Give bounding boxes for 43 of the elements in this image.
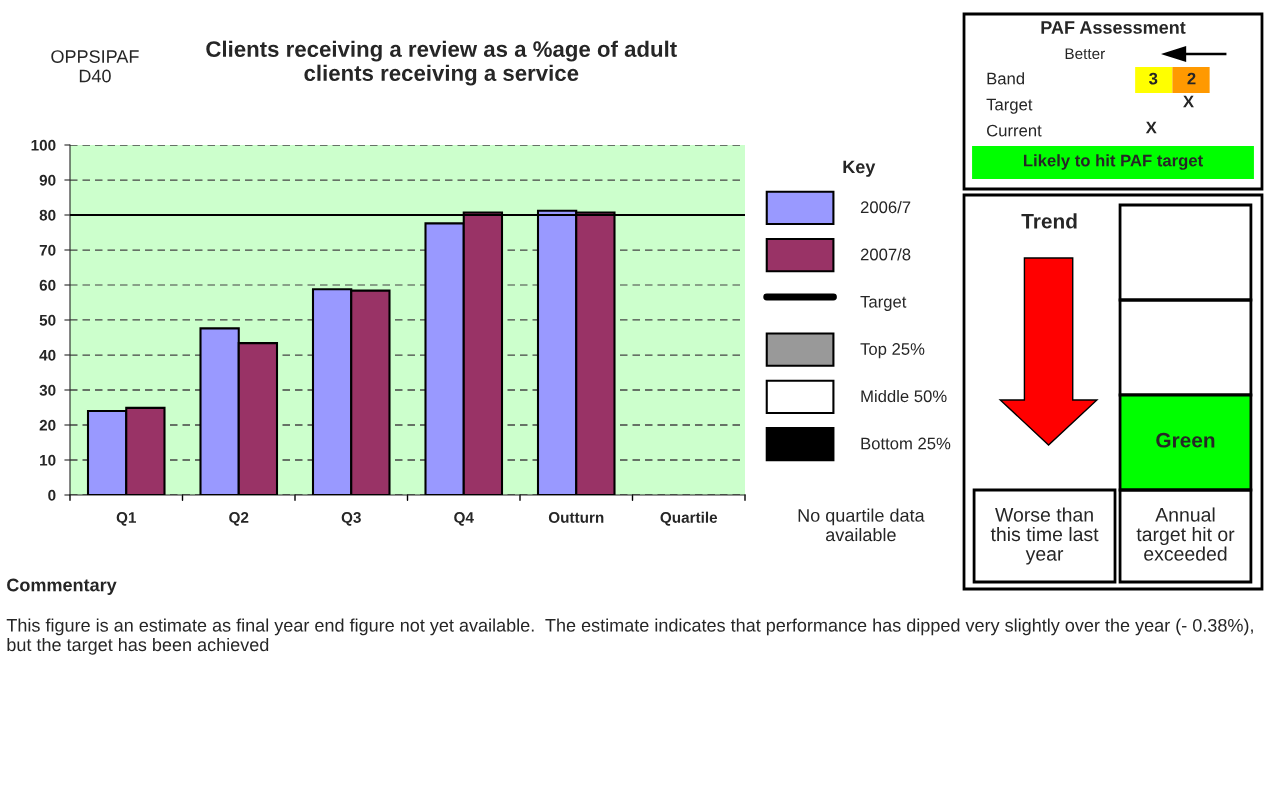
x-tick-label: Q4 <box>454 512 474 526</box>
y-tick-label: 20 <box>39 419 56 431</box>
legend-label: 2006/7 <box>860 200 911 214</box>
x-tick-label: Quartile <box>660 511 718 526</box>
y-tick-label: 90 <box>39 174 56 186</box>
text: Green <box>1156 432 1215 448</box>
text: No quartile data available <box>798 508 925 542</box>
y-tick-label: 40 <box>39 349 56 361</box>
y-tick-label: 50 <box>39 314 56 326</box>
text: This figure is an estimate as final year end figure not yet available. The estimate indicates that performance has dipped very slightly over the year (- 0.38%), but the target has been achieved <box>6 618 1253 655</box>
legend-label: Middle 50% <box>861 389 947 403</box>
legend-label: 2007/8 <box>860 248 911 261</box>
text: Commentary <box>7 578 117 595</box>
text: Band <box>987 72 1025 85</box>
text: OPPSIPAF D40 <box>51 50 139 83</box>
y-tick-label: 70 <box>39 244 56 256</box>
y-tick-label: 100 <box>31 139 56 151</box>
text: X <box>1145 121 1157 134</box>
y-tick-label: 60 <box>39 279 56 291</box>
legend-label: Bottom 25% <box>861 437 951 450</box>
x-tick-label: Outturn <box>548 512 604 523</box>
text: Annual target hit or exceeded <box>1136 507 1235 561</box>
x-tick-label: Q2 <box>229 512 249 526</box>
text: X <box>1183 95 1194 108</box>
text: 3 <box>1149 72 1158 85</box>
text: Current <box>987 124 1042 137</box>
legend-label: Top 25% <box>860 343 925 359</box>
y-tick-label: 10 <box>40 454 56 466</box>
text: PAF Assessment <box>1041 21 1186 34</box>
text: Target <box>986 98 1033 114</box>
text: Trend <box>1021 213 1077 229</box>
chart-title: Clients receiving a review as a %age of adult clients receiving a service <box>206 40 677 86</box>
x-tick-label: Q3 <box>341 512 361 526</box>
legend-title: Key <box>843 160 876 177</box>
y-tick-label: 30 <box>39 384 56 396</box>
text: Worse than this time last year <box>990 507 1099 565</box>
text: Likely to hit PAF target <box>1023 154 1203 170</box>
x-tick-label: Q1 <box>116 512 137 526</box>
y-tick-label: 80 <box>39 209 56 221</box>
text: Better <box>1065 48 1105 60</box>
text: 2 <box>1187 72 1196 85</box>
legend-label: Target <box>860 296 907 311</box>
y-tick-label: 0 <box>48 489 56 501</box>
